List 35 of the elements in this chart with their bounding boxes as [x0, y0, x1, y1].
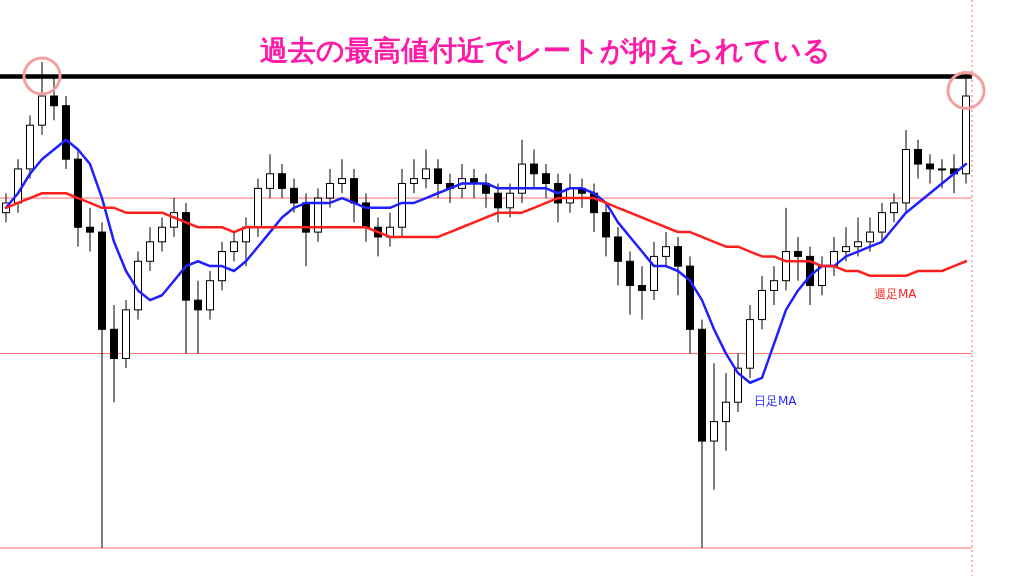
- candlestick: [662, 231, 670, 267]
- candlestick: [86, 207, 94, 253]
- candlestick: [542, 163, 550, 199]
- series-label: 日足MA: [754, 393, 798, 408]
- candlestick: [326, 168, 334, 209]
- candlestick: [890, 192, 898, 223]
- candlestick: [530, 148, 538, 189]
- candlestick: [434, 158, 442, 199]
- candlestick: [290, 178, 298, 214]
- candlestick: [794, 236, 802, 282]
- candlestick: [266, 153, 274, 199]
- candlestick: [722, 372, 730, 452]
- candlestick: [422, 148, 430, 189]
- candlestick: [926, 153, 934, 184]
- candlestick: [854, 217, 862, 257]
- candlestick: [338, 158, 346, 194]
- chart-title: 過去の最高値付近でレートが抑えられている: [259, 34, 831, 67]
- candlestick: [770, 265, 778, 306]
- candlestick: [638, 265, 646, 321]
- candlestick: [278, 163, 286, 199]
- candlestick: [938, 158, 946, 189]
- candlestick: [494, 183, 502, 223]
- candlestick: [710, 362, 718, 491]
- candlestick: [878, 202, 886, 243]
- candlestick: [194, 280, 202, 355]
- candlestick: [230, 231, 238, 262]
- candlestick: [410, 158, 418, 194]
- candlestick: [842, 226, 850, 262]
- series-label: 週足MA: [874, 286, 918, 301]
- candlestick: [866, 217, 874, 253]
- candlestick: [158, 217, 166, 253]
- candlestick: [674, 236, 682, 296]
- candlestick: [914, 139, 922, 180]
- candlestick: [506, 183, 514, 219]
- candlestick: [146, 226, 154, 272]
